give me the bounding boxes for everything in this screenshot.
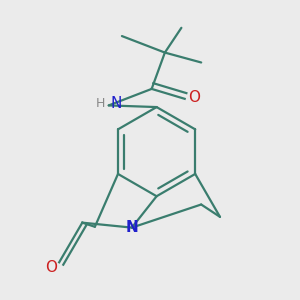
Text: N: N <box>110 96 122 111</box>
Text: H: H <box>96 97 105 110</box>
Text: O: O <box>189 90 201 105</box>
Text: O: O <box>45 260 57 275</box>
Text: N: N <box>126 220 139 235</box>
